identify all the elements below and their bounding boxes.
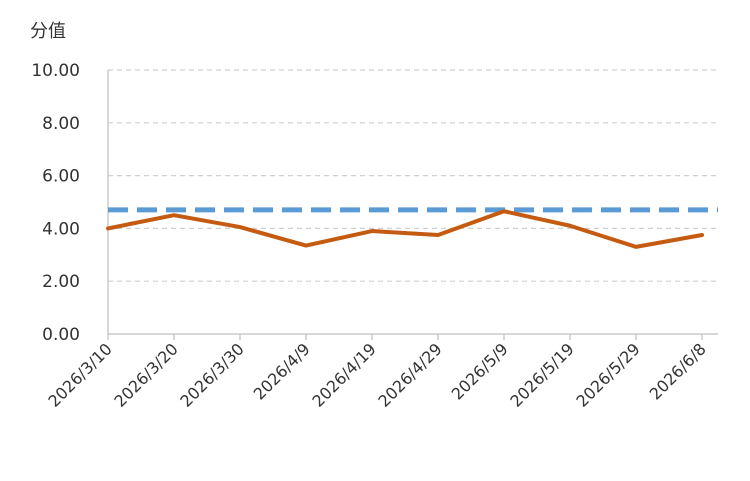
data-point (106, 226, 110, 230)
data-point (304, 244, 308, 248)
y-tick-label: 10.00 (31, 61, 80, 81)
data-point (172, 213, 176, 217)
data-point (568, 224, 572, 228)
x-tick-label: 2026/3/30 (176, 339, 247, 410)
x-tick-label: 2026/4/19 (308, 339, 379, 410)
data-point (370, 229, 374, 233)
x-tick-label: 2026/3/10 (44, 339, 115, 410)
series-line-score (106, 209, 704, 249)
y-tick-label: 8.00 (42, 114, 80, 134)
x-tick-label: 2026/5/19 (506, 339, 577, 410)
x-tick-label: 2026/6/8 (646, 339, 710, 403)
y-axis-label: 分值 (30, 21, 66, 42)
y-tick-label: 6.00 (42, 167, 80, 187)
x-tick-label: 2026/4/29 (374, 339, 445, 410)
x-tick-label: 2026/5/29 (572, 339, 643, 410)
y-tick-label: 2.00 (42, 272, 80, 292)
x-tick-label: 2026/3/20 (110, 339, 181, 410)
y-tick-label: 0.00 (42, 325, 80, 345)
x-tick-label: 2026/4/9 (250, 339, 314, 403)
data-point (700, 233, 704, 237)
data-point (238, 225, 242, 229)
data-point (436, 233, 440, 237)
data-point (502, 209, 506, 213)
y-tick-label: 4.00 (42, 219, 80, 239)
data-point (634, 245, 638, 249)
x-tick-label: 2026/5/9 (448, 339, 512, 403)
